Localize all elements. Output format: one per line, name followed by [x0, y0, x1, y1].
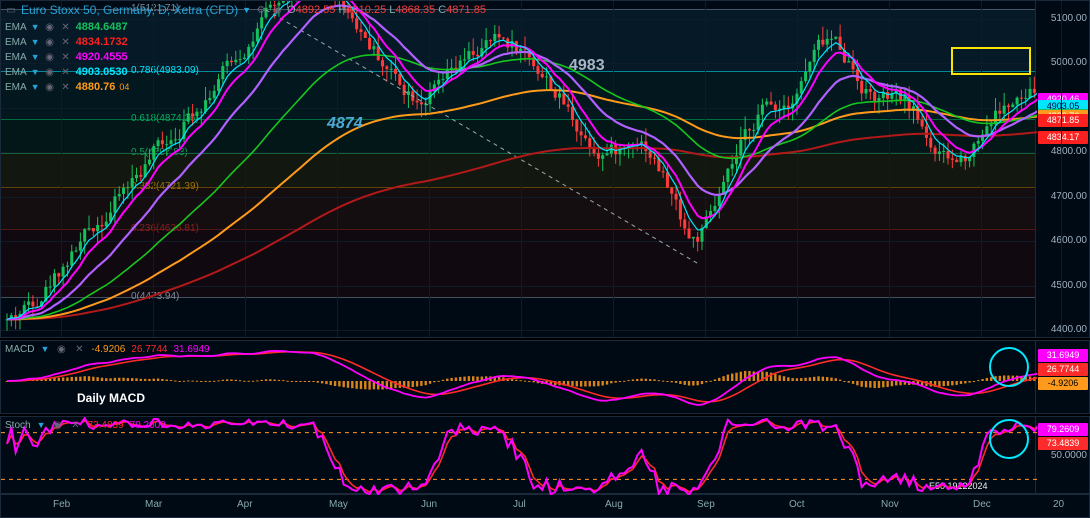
highlight-box	[951, 47, 1031, 75]
ema-visibility-icon[interactable]: ◉	[44, 36, 56, 48]
ema-dropdown-icon[interactable]: ▼	[31, 82, 40, 92]
price-axis[interactable]: 4400.004500.004600.004700.004800.004900.…	[1035, 1, 1089, 337]
macd-annotation: Daily MACD	[77, 391, 145, 405]
macd-visibility-icon[interactable]: ◉	[55, 343, 67, 355]
ema-indicator-row: EMA ▼ ◉ ✕ 4834.1732	[5, 36, 128, 48]
ema-visibility-icon[interactable]: ◉	[44, 81, 56, 93]
ema-close-icon[interactable]: ✕	[60, 36, 72, 48]
ema-indicator-row: EMA▼◉✕4880.7604	[5, 81, 129, 93]
stoch-visibility-icon[interactable]: ◉	[52, 419, 64, 431]
stoch-axis-tick: 50.0000	[1051, 450, 1087, 461]
visibility-icon[interactable]: ◉	[271, 4, 283, 16]
stoch-axis-marker: 79.2609	[1038, 423, 1088, 436]
month-label: Oct	[789, 499, 805, 510]
ema-value: 4903.0530	[76, 66, 128, 78]
price-chart-panel[interactable]: ▭ Euro Stoxx 50, Germany, D, Xetra (CFD)…	[0, 0, 1090, 338]
month-label: Feb	[53, 499, 70, 510]
ema-value: 4884.6487	[76, 21, 128, 33]
settings-icon[interactable]: ⚙	[255, 4, 267, 16]
ema-label[interactable]: EMA	[5, 37, 27, 48]
macd-hist-value: -4.9206	[91, 344, 125, 355]
macd-axis[interactable]: 31.694926.7744-4.9206	[1035, 341, 1089, 413]
ema-label[interactable]: EMA	[5, 67, 27, 78]
chart-type-icon[interactable]: ▭	[5, 4, 17, 16]
axis-tick: 5000.00	[1051, 57, 1087, 68]
stoch-label[interactable]: Stoch	[5, 420, 31, 431]
ema-dropdown-icon[interactable]: ▼	[31, 67, 40, 77]
ema-close-icon[interactable]: ✕	[60, 66, 72, 78]
ema-label[interactable]: EMA	[5, 22, 27, 33]
ema-dropdown-icon[interactable]: ▼	[31, 52, 40, 62]
month-label: Jun	[421, 499, 437, 510]
axis-tick: 4700.00	[1051, 191, 1087, 202]
macd-panel[interactable]: MACD ▼ ◉ ✕ -4.9206 26.7744 31.6949 Daily…	[0, 340, 1090, 414]
ema-indicator-row: EMA ▼ ◉ ✕ 4920.4555	[5, 51, 128, 63]
stoch-panel[interactable]: Stoch ▼ ◉ ✕ 73.4839 79.2609 E50 19122024…	[0, 416, 1090, 494]
annotation-support: 4874	[327, 115, 363, 133]
macd-line-value: 31.6949	[173, 344, 209, 355]
price-chart-svg	[1, 1, 1037, 339]
macd-dropdown-icon[interactable]: ▼	[40, 344, 49, 354]
ema-visibility-icon[interactable]: ◉	[44, 21, 56, 33]
ema-visibility-icon[interactable]: ◉	[44, 51, 56, 63]
grid-line-v	[1061, 1, 1062, 337]
ticker-dropdown-icon[interactable]: ▼	[242, 5, 251, 15]
ema-dropdown-icon[interactable]: ▼	[31, 22, 40, 32]
macd-header: MACD ▼ ◉ ✕ -4.9206 26.7744 31.6949	[5, 343, 210, 355]
macd-signal-value: 26.7744	[131, 344, 167, 355]
ema-close-icon[interactable]: ✕	[60, 81, 72, 93]
month-label: Nov	[881, 499, 899, 510]
stoch-close-icon[interactable]: ✕	[70, 419, 82, 431]
price-marker: 4871.85	[1038, 114, 1088, 127]
stoch-axis-marker: 73.4839	[1038, 437, 1088, 450]
month-label: Mar	[145, 499, 162, 510]
month-label: Jul	[513, 499, 526, 510]
month-label: Dec	[973, 499, 991, 510]
time-axis[interactable]: Feb Mar Apr May Jun Jul Aug Sep Oct Nov Dec 20	[0, 494, 1090, 518]
price-marker: 4834.17	[1038, 131, 1088, 144]
stoch-highlight-circle	[989, 419, 1029, 459]
stoch-header: Stoch ▼ ◉ ✕ 73.4839 79.2609	[5, 419, 166, 431]
ema-label[interactable]: EMA	[5, 82, 27, 93]
axis-tick: 4600.00	[1051, 235, 1087, 246]
axis-tick: 4500.00	[1051, 280, 1087, 291]
axis-tick: 5100.00	[1051, 13, 1087, 24]
stoch-dropdown-icon[interactable]: ▼	[37, 420, 46, 430]
macd-axis-marker: 26.7744	[1038, 363, 1088, 376]
macd-label[interactable]: MACD	[5, 344, 34, 355]
month-label: May	[329, 499, 348, 510]
stoch-d-value: 79.2609	[130, 420, 166, 431]
macd-close-icon[interactable]: ✕	[73, 343, 85, 355]
month-label: Aug	[605, 499, 623, 510]
macd-axis-marker: -4.9206	[1038, 377, 1088, 390]
month-label: Apr	[237, 499, 253, 510]
ema-value: 4880.76	[76, 81, 116, 93]
macd-highlight-circle	[989, 347, 1029, 387]
month-label: Sep	[697, 499, 715, 510]
ema-label[interactable]: EMA	[5, 52, 27, 63]
ohlc-readout: O4892.55 H4910.25 L4868.35 C4871.85	[287, 4, 486, 16]
ema-value: 4834.1732	[76, 36, 128, 48]
month-label: 20	[1053, 499, 1064, 510]
ema-indicator-row: EMA ▼ ◉ ✕ 4884.6487	[5, 21, 128, 33]
ticker-title[interactable]: Euro Stoxx 50, Germany, D, Xetra (CFD)	[21, 3, 238, 17]
stoch-k-value: 73.4839	[88, 420, 124, 431]
annotation-resistance: 4983	[569, 57, 605, 75]
ema-close-icon[interactable]: ✕	[60, 51, 72, 63]
ema-close-icon[interactable]: ✕	[60, 21, 72, 33]
axis-tick: 4800.00	[1051, 146, 1087, 157]
macd-axis-marker: 31.6949	[1038, 349, 1088, 362]
stoch-axis[interactable]: 79.260973.483950.0000	[1035, 417, 1089, 493]
ema-value: 4920.4555	[76, 51, 128, 63]
ema-dropdown-icon[interactable]: ▼	[31, 37, 40, 47]
ticker-header: ▭ Euro Stoxx 50, Germany, D, Xetra (CFD)…	[5, 3, 486, 17]
ema-visibility-icon[interactable]: ◉	[44, 66, 56, 78]
axis-tick: 4400.00	[1051, 324, 1087, 335]
ema-indicator-row: EMA ▼ ◉ ✕ 4903.0530	[5, 66, 128, 78]
